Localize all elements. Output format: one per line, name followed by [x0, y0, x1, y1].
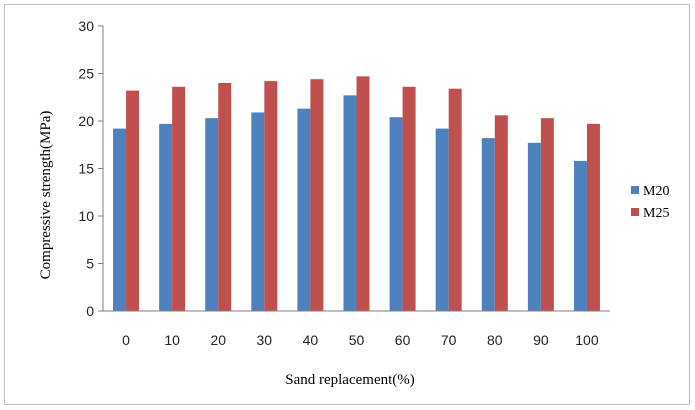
bar-m25-20	[218, 83, 232, 311]
bars-layer	[113, 76, 600, 312]
y-tick-labels: 0 5 10 15 20 25 30	[78, 18, 103, 319]
x-tick-label: 0	[122, 332, 130, 348]
y-tick-label: 0	[86, 303, 94, 319]
bar-m20-40	[297, 108, 311, 312]
bar-m20-70	[435, 128, 449, 311]
bar-m25-80	[494, 115, 508, 311]
bar-m20-0	[113, 128, 127, 311]
x-tick-label: 70	[441, 332, 457, 348]
y-tick-label: 25	[78, 66, 94, 82]
y-tick-label: 20	[78, 113, 94, 129]
x-tick-label: 40	[303, 332, 319, 348]
x-tick-labels: 0 10 20 30 40 50 60 70 80 90 100	[122, 332, 599, 348]
x-tick-label: 30	[257, 332, 273, 348]
bar-m25-40	[310, 79, 324, 311]
bar-m20-30	[251, 112, 265, 311]
x-tick-label: 20	[210, 332, 226, 348]
bar-m20-90	[527, 142, 541, 311]
y-tick-label: 15	[78, 161, 94, 177]
bar-m20-100	[573, 160, 587, 311]
bar-m20-10	[159, 123, 173, 311]
bar-m25-30	[264, 81, 278, 311]
bar-m25-10	[172, 86, 186, 311]
legend-swatch-m25	[631, 208, 639, 216]
x-tick-label: 100	[575, 332, 599, 348]
x-tick-label: 90	[533, 332, 549, 348]
legend-label-m20: M20	[643, 184, 669, 199]
y-tick-label: 5	[86, 256, 94, 272]
bar-m25-60	[402, 86, 416, 311]
x-tick-label: 60	[395, 332, 411, 348]
bar-m25-100	[586, 123, 600, 311]
x-tick-label: 80	[487, 332, 503, 348]
bar-m20-60	[389, 117, 403, 311]
bar-m25-50	[356, 76, 370, 311]
legend-label-m25: M25	[643, 206, 669, 221]
y-tick-label: 30	[78, 18, 94, 34]
y-tick-label: 10	[78, 208, 94, 224]
bar-m25-0	[126, 90, 140, 311]
bar-m25-70	[448, 88, 462, 311]
legend-swatch-m20	[631, 186, 639, 194]
y-axis-title: Compressive strength(MPa)	[38, 111, 54, 280]
x-tick-label: 10	[164, 332, 180, 348]
x-tick-label: 50	[349, 332, 365, 348]
bar-m20-20	[205, 118, 219, 312]
bar-m25-90	[540, 118, 554, 312]
bar-m20-80	[481, 138, 495, 311]
x-axis-title: Sand replacement(%)	[285, 372, 415, 388]
bar-m20-50	[343, 95, 357, 311]
